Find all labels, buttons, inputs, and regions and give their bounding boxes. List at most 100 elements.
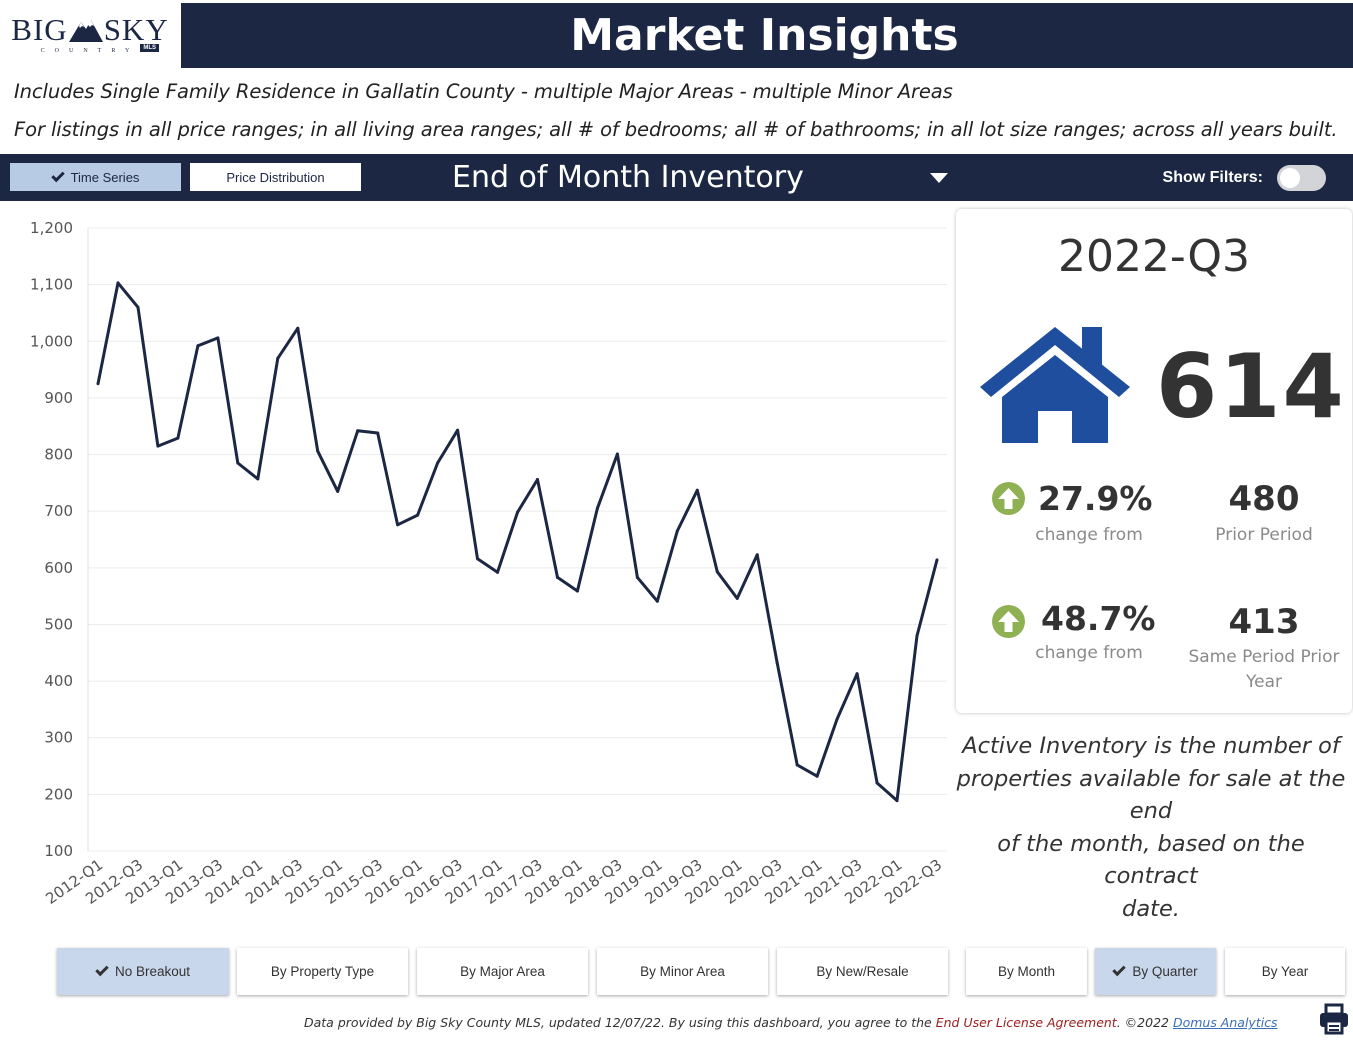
y-tick-label: 800	[44, 446, 73, 464]
data-point	[635, 575, 639, 579]
eula-link[interactable]: End User License Agreement	[935, 1015, 1117, 1030]
toolbar: Time Series Price Distribution End of Mo…	[0, 154, 1353, 201]
big-sky-logo: BIG SKY COUNTRY MLS	[0, 0, 180, 68]
data-point	[476, 557, 480, 561]
logo-subtitle: COUNTRY MLS	[15, 44, 165, 54]
by-major-area-label: By Major Area	[460, 964, 545, 979]
data-point	[356, 429, 360, 433]
mountain-icon	[68, 19, 103, 42]
data-point	[935, 558, 939, 562]
by-minor-area-button[interactable]: By Minor Area	[597, 948, 768, 995]
metric-definition-note: Active Inventory is the number of proper…	[955, 730, 1347, 925]
data-point	[96, 382, 100, 386]
data-point	[436, 461, 440, 465]
data-point	[895, 799, 899, 803]
by-major-area-button[interactable]: By Major Area	[417, 948, 588, 995]
data-point	[535, 477, 539, 481]
chart-gridlines	[87, 227, 947, 852]
by-property-type-label: By Property Type	[270, 964, 375, 979]
by-month-button[interactable]: By Month	[966, 948, 1087, 995]
price-distribution-label: Price Distribution	[226, 169, 325, 185]
print-icon[interactable]	[1318, 1003, 1350, 1035]
y-tick-label: 300	[44, 729, 73, 747]
toggle-knob	[1280, 168, 1300, 188]
data-point	[835, 717, 839, 721]
price-distribution-button[interactable]: Price Distribution	[190, 163, 361, 191]
y-axis: 100 200 300 400 500 600 700 800 900 1,000 1,100 1,2…	[30, 219, 73, 860]
data-point	[396, 523, 400, 527]
data-point	[156, 444, 160, 448]
by-property-type-button[interactable]: By Property Type	[237, 948, 408, 995]
y-tick-label: 900	[44, 389, 73, 407]
change-prior-year-label: change from	[1035, 643, 1143, 663]
logo-mls-badge: MLS	[140, 44, 159, 52]
by-new-resale-button[interactable]: By New/Resale	[777, 948, 948, 995]
data-point	[655, 599, 659, 603]
y-tick-label: 600	[44, 559, 73, 577]
house-icon	[980, 327, 1130, 443]
by-new-resale-label: By New/Resale	[816, 964, 909, 979]
prior-year-label: Same Period Prior Year	[1179, 645, 1349, 695]
y-tick-label: 1,100	[30, 276, 73, 294]
data-point	[715, 570, 719, 574]
check-icon	[95, 962, 109, 977]
note-line: of the month, based on the contract	[997, 830, 1305, 890]
change-prior-pct: 27.9%	[1038, 479, 1153, 518]
prior-year-value: 413	[1228, 602, 1300, 642]
note-line: properties available for sale at the end	[956, 765, 1346, 825]
note-line: Active Inventory is the number of	[962, 733, 1340, 759]
show-filters-label: Show Filters:	[1162, 168, 1263, 186]
inventory-line-chart: 100 200 300 400 500 600 700 800 900 1,000 1,100 1,2…	[30, 219, 947, 908]
series-points	[96, 281, 939, 803]
check-icon	[1112, 962, 1127, 977]
data-point	[555, 575, 559, 579]
data-point	[795, 763, 799, 767]
data-point	[136, 305, 140, 309]
data-point	[695, 488, 699, 492]
by-minor-area-label: By Minor Area	[640, 964, 725, 979]
metric-dropdown-value: End of Month Inventory	[452, 160, 804, 195]
logo-wordmark: BIG SKY	[11, 14, 168, 45]
kpi-main-value: 614	[1156, 335, 1346, 438]
series-line-inventory	[96, 281, 939, 803]
by-quarter-button[interactable]: By Quarter	[1095, 948, 1216, 995]
data-point	[575, 589, 579, 593]
logo-text-left: BIG	[11, 12, 68, 47]
time-series-button[interactable]: Time Series	[10, 163, 181, 191]
logo-text-right: SKY	[103, 12, 169, 47]
by-year-label: By Year	[1261, 964, 1309, 979]
change-prior-year-pct: 48.7%	[1041, 599, 1156, 638]
x-axis: 2012-Q12012-Q32013-Q12013-Q32014-Q12014-…	[42, 856, 945, 908]
data-point	[276, 356, 280, 360]
data-point	[675, 529, 679, 533]
data-point	[595, 506, 599, 510]
data-point	[615, 452, 619, 456]
prior-period-value: 480	[1228, 479, 1300, 519]
metric-dropdown[interactable]: End of Month Inventory	[442, 154, 962, 201]
show-filters-toggle[interactable]	[1277, 165, 1326, 191]
data-point	[116, 281, 120, 285]
data-point	[236, 461, 240, 465]
by-month-label: By Month	[997, 964, 1056, 979]
no-breakout-button[interactable]: No Breakout	[57, 948, 229, 995]
kpi-period: 2022-Q3	[1057, 231, 1251, 282]
data-point	[216, 336, 220, 340]
data-point	[775, 661, 779, 665]
data-point	[196, 344, 200, 348]
note-line: date.	[1122, 895, 1180, 922]
data-point	[755, 553, 759, 557]
data-point	[735, 596, 739, 600]
prior-year-label-line2: Year	[1246, 672, 1282, 692]
by-year-button[interactable]: By Year	[1225, 948, 1345, 995]
data-point	[416, 513, 420, 517]
y-tick-label: 700	[44, 502, 73, 520]
arrow-up-icon	[992, 482, 1025, 515]
filter-description-2: For listings in all price ranges; in all…	[14, 118, 1338, 141]
footer-disclaimer: Data provided by Big Sky County MLS, upd…	[304, 1015, 1278, 1030]
data-point	[296, 326, 300, 330]
data-point	[516, 510, 519, 514]
title-bar: Market Insights	[181, 3, 1353, 68]
data-point	[815, 774, 819, 778]
footer-copyright: . ©2022	[1116, 1015, 1173, 1030]
domus-analytics-link[interactable]: Domus Analytics	[1172, 1015, 1278, 1030]
